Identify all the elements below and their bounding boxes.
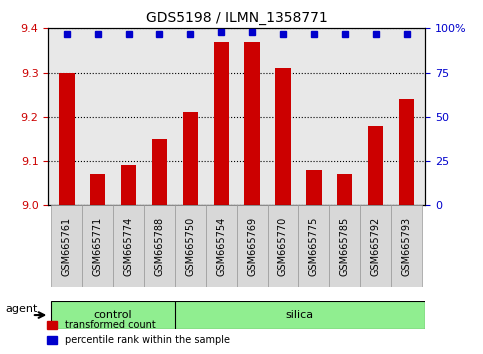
- FancyBboxPatch shape: [113, 205, 144, 287]
- Bar: [152, 139, 167, 205]
- Bar: [368, 126, 384, 205]
- Text: GSM665775: GSM665775: [309, 216, 319, 276]
- FancyBboxPatch shape: [298, 205, 329, 287]
- Text: GSM665793: GSM665793: [401, 216, 412, 276]
- Bar: [121, 166, 136, 205]
- FancyBboxPatch shape: [82, 205, 113, 287]
- Text: GSM665771: GSM665771: [93, 216, 103, 276]
- FancyBboxPatch shape: [175, 301, 425, 329]
- Text: GSM665774: GSM665774: [124, 216, 134, 276]
- Bar: [90, 175, 105, 205]
- Bar: [399, 99, 414, 205]
- FancyBboxPatch shape: [144, 205, 175, 287]
- Text: GSM665769: GSM665769: [247, 216, 257, 276]
- Text: silica: silica: [286, 310, 314, 320]
- FancyBboxPatch shape: [237, 205, 268, 287]
- Text: GSM665788: GSM665788: [155, 216, 165, 276]
- Title: GDS5198 / ILMN_1358771: GDS5198 / ILMN_1358771: [146, 11, 327, 24]
- Text: agent: agent: [6, 304, 38, 314]
- Text: GSM665792: GSM665792: [370, 216, 381, 276]
- Bar: [275, 68, 291, 205]
- FancyBboxPatch shape: [175, 205, 206, 287]
- Bar: [213, 42, 229, 205]
- FancyBboxPatch shape: [391, 205, 422, 287]
- FancyBboxPatch shape: [360, 205, 391, 287]
- Bar: [306, 170, 322, 205]
- Text: GSM665770: GSM665770: [278, 216, 288, 276]
- FancyBboxPatch shape: [51, 205, 82, 287]
- Text: GSM665761: GSM665761: [62, 216, 72, 276]
- Bar: [59, 73, 74, 205]
- FancyBboxPatch shape: [268, 205, 298, 287]
- Bar: [337, 175, 353, 205]
- FancyBboxPatch shape: [51, 301, 190, 329]
- Bar: [183, 112, 198, 205]
- FancyBboxPatch shape: [206, 205, 237, 287]
- FancyBboxPatch shape: [329, 205, 360, 287]
- Text: control: control: [94, 310, 132, 320]
- Bar: [244, 42, 260, 205]
- Text: GSM665750: GSM665750: [185, 216, 195, 276]
- Legend: transformed count, percentile rank within the sample: transformed count, percentile rank withi…: [43, 316, 234, 349]
- Text: GSM665754: GSM665754: [216, 216, 226, 276]
- Text: GSM665785: GSM665785: [340, 216, 350, 276]
